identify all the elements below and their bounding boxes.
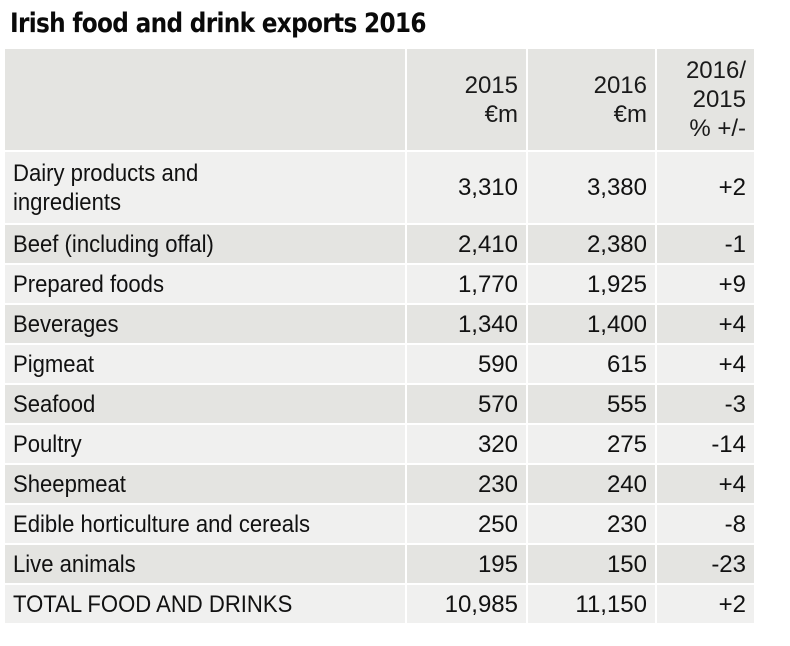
value-change: +2 <box>655 583 756 625</box>
row-label: Poultry <box>3 423 407 465</box>
value-2016: 1,400 <box>526 303 657 345</box>
value-change: +2 <box>655 150 756 225</box>
header-change-line2: 2015 <box>692 86 746 113</box>
header-change: 2016/2015% +/- <box>655 47 756 152</box>
value-change: +4 <box>655 463 756 505</box>
value-2015: 250 <box>405 503 528 545</box>
row-label: Dairy products and ingredients <box>3 150 407 225</box>
row-label-text: Poultry <box>13 430 82 458</box>
header-2015: 2015 €m <box>405 47 528 152</box>
header-2016: 2016 €m <box>526 47 657 152</box>
value-2015: 590 <box>405 343 528 385</box>
value-2016: 615 <box>526 343 657 385</box>
header-2015-unit: €m <box>484 100 518 128</box>
value-2015: 230 <box>405 463 528 505</box>
value-2016: 240 <box>526 463 657 505</box>
row-label: Beef (including offal) <box>3 223 407 265</box>
value-2016: 150 <box>526 543 657 585</box>
table-row: Seafood 570 555 -3 <box>3 383 756 425</box>
value-2016: 11,150 <box>526 583 657 625</box>
row-label-text: Edible horticulture and cereals <box>13 510 311 538</box>
row-label: Seafood <box>3 383 407 425</box>
table-row: Sheepmeat 230 240 +4 <box>3 463 756 505</box>
table-row: Dairy products and ingredients 3,310 3,38… <box>3 150 756 225</box>
header-change-line3: % +/- <box>689 115 746 142</box>
row-label: Pigmeat <box>3 343 407 385</box>
value-change: -1 <box>655 223 756 265</box>
value-2015: 1,770 <box>405 263 528 305</box>
value-2015: 10,985 <box>405 583 528 625</box>
value-2015: 320 <box>405 423 528 465</box>
header-change-line1: 2016/ <box>685 57 746 84</box>
value-change: -3 <box>655 383 756 425</box>
page-title: Irish food and drink exports 2016 <box>10 8 427 39</box>
row-label-text: Beef (including offal) <box>13 230 214 258</box>
value-change: -8 <box>655 503 756 545</box>
row-label-text: TOTAL FOOD AND DRINKS <box>13 590 293 618</box>
value-2016: 1,925 <box>526 263 657 305</box>
value-2015: 1,340 <box>405 303 528 345</box>
row-label-text: Live animals <box>13 550 136 578</box>
row-label-text: Seafood <box>13 390 96 418</box>
value-change: +9 <box>655 263 756 305</box>
row-label-text: Pigmeat <box>13 350 95 378</box>
exports-table: 2015 €m 2016 €m 2016/2015% +/- Dairy produ… <box>3 47 756 625</box>
table-row: Beverages 1,340 1,400 +4 <box>3 303 756 345</box>
row-label-text: Beverages <box>13 310 119 338</box>
row-label-text: Sheepmeat <box>13 470 126 498</box>
table-row: Edible horticulture and cereals 250 230 … <box>3 503 756 545</box>
row-label: Sheepmeat <box>3 463 407 505</box>
value-2016: 230 <box>526 503 657 545</box>
value-2015: 2,410 <box>405 223 528 265</box>
value-2016: 275 <box>526 423 657 465</box>
header-2016-unit: €m <box>613 100 647 128</box>
value-change: -14 <box>655 423 756 465</box>
row-label: Live animals <box>3 543 407 585</box>
value-2016: 3,380 <box>526 150 657 225</box>
table-row: Prepared foods 1,770 1,925 +9 <box>3 263 756 305</box>
row-label: Prepared foods <box>3 263 407 305</box>
value-2016: 2,380 <box>526 223 657 265</box>
total-row: TOTAL FOOD AND DRINKS 10,985 11,150 +2 <box>3 583 756 625</box>
row-label-line1: Dairy products and <box>13 159 199 187</box>
header-row: 2015 €m 2016 €m 2016/2015% +/- <box>3 47 756 152</box>
value-2015: 570 <box>405 383 528 425</box>
table-row: Pigmeat 590 615 +4 <box>3 343 756 385</box>
row-label: TOTAL FOOD AND DRINKS <box>3 583 407 625</box>
row-label-line2: ingredients <box>13 188 122 216</box>
value-2015: 195 <box>405 543 528 585</box>
value-2016: 555 <box>526 383 657 425</box>
header-2016-year: 2016 <box>593 71 647 99</box>
row-label: Beverages <box>3 303 407 345</box>
value-2015: 3,310 <box>405 150 528 225</box>
value-change: +4 <box>655 303 756 345</box>
value-change: -23 <box>655 543 756 585</box>
value-change: +4 <box>655 343 756 385</box>
row-label: Edible horticulture and cereals <box>3 503 407 545</box>
row-label-text: Prepared foods <box>13 270 164 298</box>
header-category <box>3 47 407 152</box>
header-2015-year: 2015 <box>464 71 518 99</box>
table-row: Beef (including offal) 2,410 2,380 -1 <box>3 223 756 265</box>
table-row: Live animals 195 150 -23 <box>3 543 756 585</box>
table-row: Poultry 320 275 -14 <box>3 423 756 465</box>
